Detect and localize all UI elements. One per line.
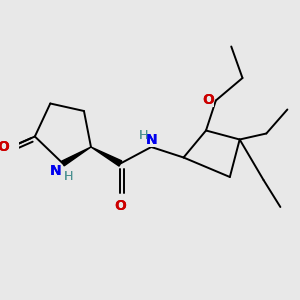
- Text: H: H: [64, 169, 73, 183]
- FancyBboxPatch shape: [114, 200, 127, 213]
- Polygon shape: [62, 147, 91, 166]
- Text: H: H: [64, 169, 73, 183]
- Text: N: N: [50, 164, 62, 178]
- FancyBboxPatch shape: [145, 134, 158, 147]
- Polygon shape: [91, 147, 122, 166]
- FancyBboxPatch shape: [202, 94, 214, 107]
- Text: O: O: [202, 94, 214, 107]
- Text: O: O: [202, 94, 214, 107]
- FancyBboxPatch shape: [50, 164, 62, 178]
- Text: N: N: [146, 134, 157, 147]
- Text: O: O: [0, 140, 9, 154]
- Text: N: N: [146, 134, 157, 147]
- Text: H: H: [139, 129, 148, 142]
- Text: O: O: [115, 200, 126, 213]
- FancyBboxPatch shape: [0, 140, 9, 154]
- Text: N: N: [50, 164, 62, 178]
- Text: H: H: [139, 129, 148, 142]
- Text: O: O: [0, 140, 9, 154]
- Text: O: O: [115, 200, 126, 213]
